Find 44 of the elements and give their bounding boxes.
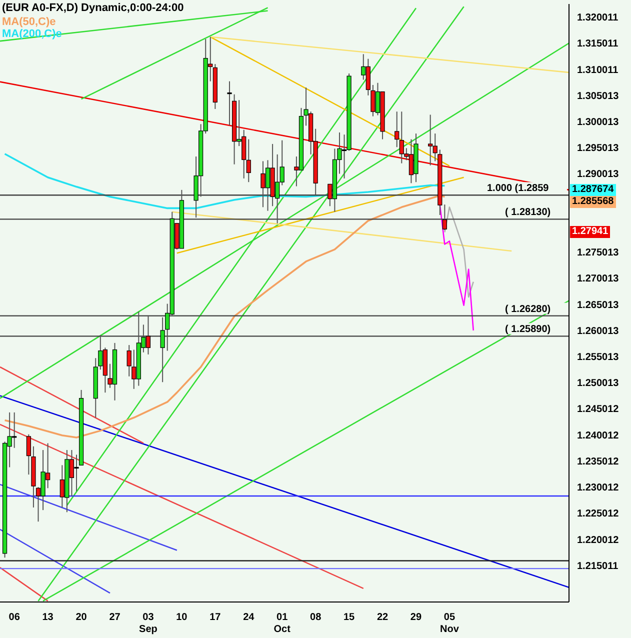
text: 1.287674 [570, 184, 616, 196]
ref-line-label: ( 1.28130) [505, 207, 551, 218]
x-tick-label: 27 [109, 612, 121, 623]
y-tick-label: 1.225012 [577, 508, 620, 520]
x-tick-label: 20 [76, 612, 88, 623]
text: 1.285568 [570, 196, 616, 208]
y-tick-label: 1.245012 [577, 404, 620, 416]
x-tick-label: 15 [343, 612, 356, 623]
y-tick-label: 1.215011 [577, 560, 619, 572]
y-tick-label: 1.230012 [577, 482, 620, 494]
y-tick-label: 1.295013 [577, 143, 620, 154]
text: MA(200,C)e [2, 28, 62, 40]
x-tick-label: 17 [210, 612, 222, 623]
x-tick-label: 24 [243, 612, 255, 623]
y-tick-label: 1.290013 [577, 169, 620, 180]
ref-line-label: ( 1.26280) [505, 304, 551, 315]
chart-title: (EUR A0-FX,D) Dynamic,0:00-24:00 [2, 2, 184, 14]
x-tick-label: 10 [176, 612, 188, 623]
x-tick-label: 08 [310, 612, 322, 623]
text: 1.27941 [570, 226, 610, 238]
y-tick-label: 1.265013 [577, 300, 620, 311]
y-tick-label: 1.250013 [577, 378, 620, 390]
y-tick-label: 1.315011 [577, 38, 619, 50]
x-tick-label: 22 [376, 612, 389, 623]
y-tick-label: 1.305013 [577, 90, 620, 102]
y-tick-label: 1.235012 [577, 456, 620, 468]
text: MA(50,C)e [2, 16, 57, 28]
y-tick-label: 1.255013 [577, 352, 620, 364]
x-tick-label: 01 Oct [274, 612, 292, 635]
y-tick-label: 1.260013 [577, 326, 620, 337]
y-tick-label: 1.220012 [577, 534, 620, 546]
x-tick-label: 05 Nov [440, 612, 460, 635]
ref-line-label: ( 1.25890) [505, 324, 551, 336]
x-tick-label: 29 [410, 612, 422, 623]
y-tick-label: 1.240012 [577, 430, 620, 442]
x-tick-label: 06 [8, 612, 20, 623]
y-tick-label: 1.320011 [577, 12, 619, 24]
x-tick-label: 03 Sep [139, 612, 158, 635]
y-tick-label: 1.300013 [577, 116, 620, 128]
y-tick-label: 1.275013 [577, 248, 620, 259]
y-tick-label: 1.270013 [577, 274, 620, 285]
ref-line-label: 1.000 (1.2859 [487, 183, 550, 194]
x-tick-label: 13 [42, 612, 54, 623]
y-tick-label: 1.310011 [577, 64, 619, 76]
